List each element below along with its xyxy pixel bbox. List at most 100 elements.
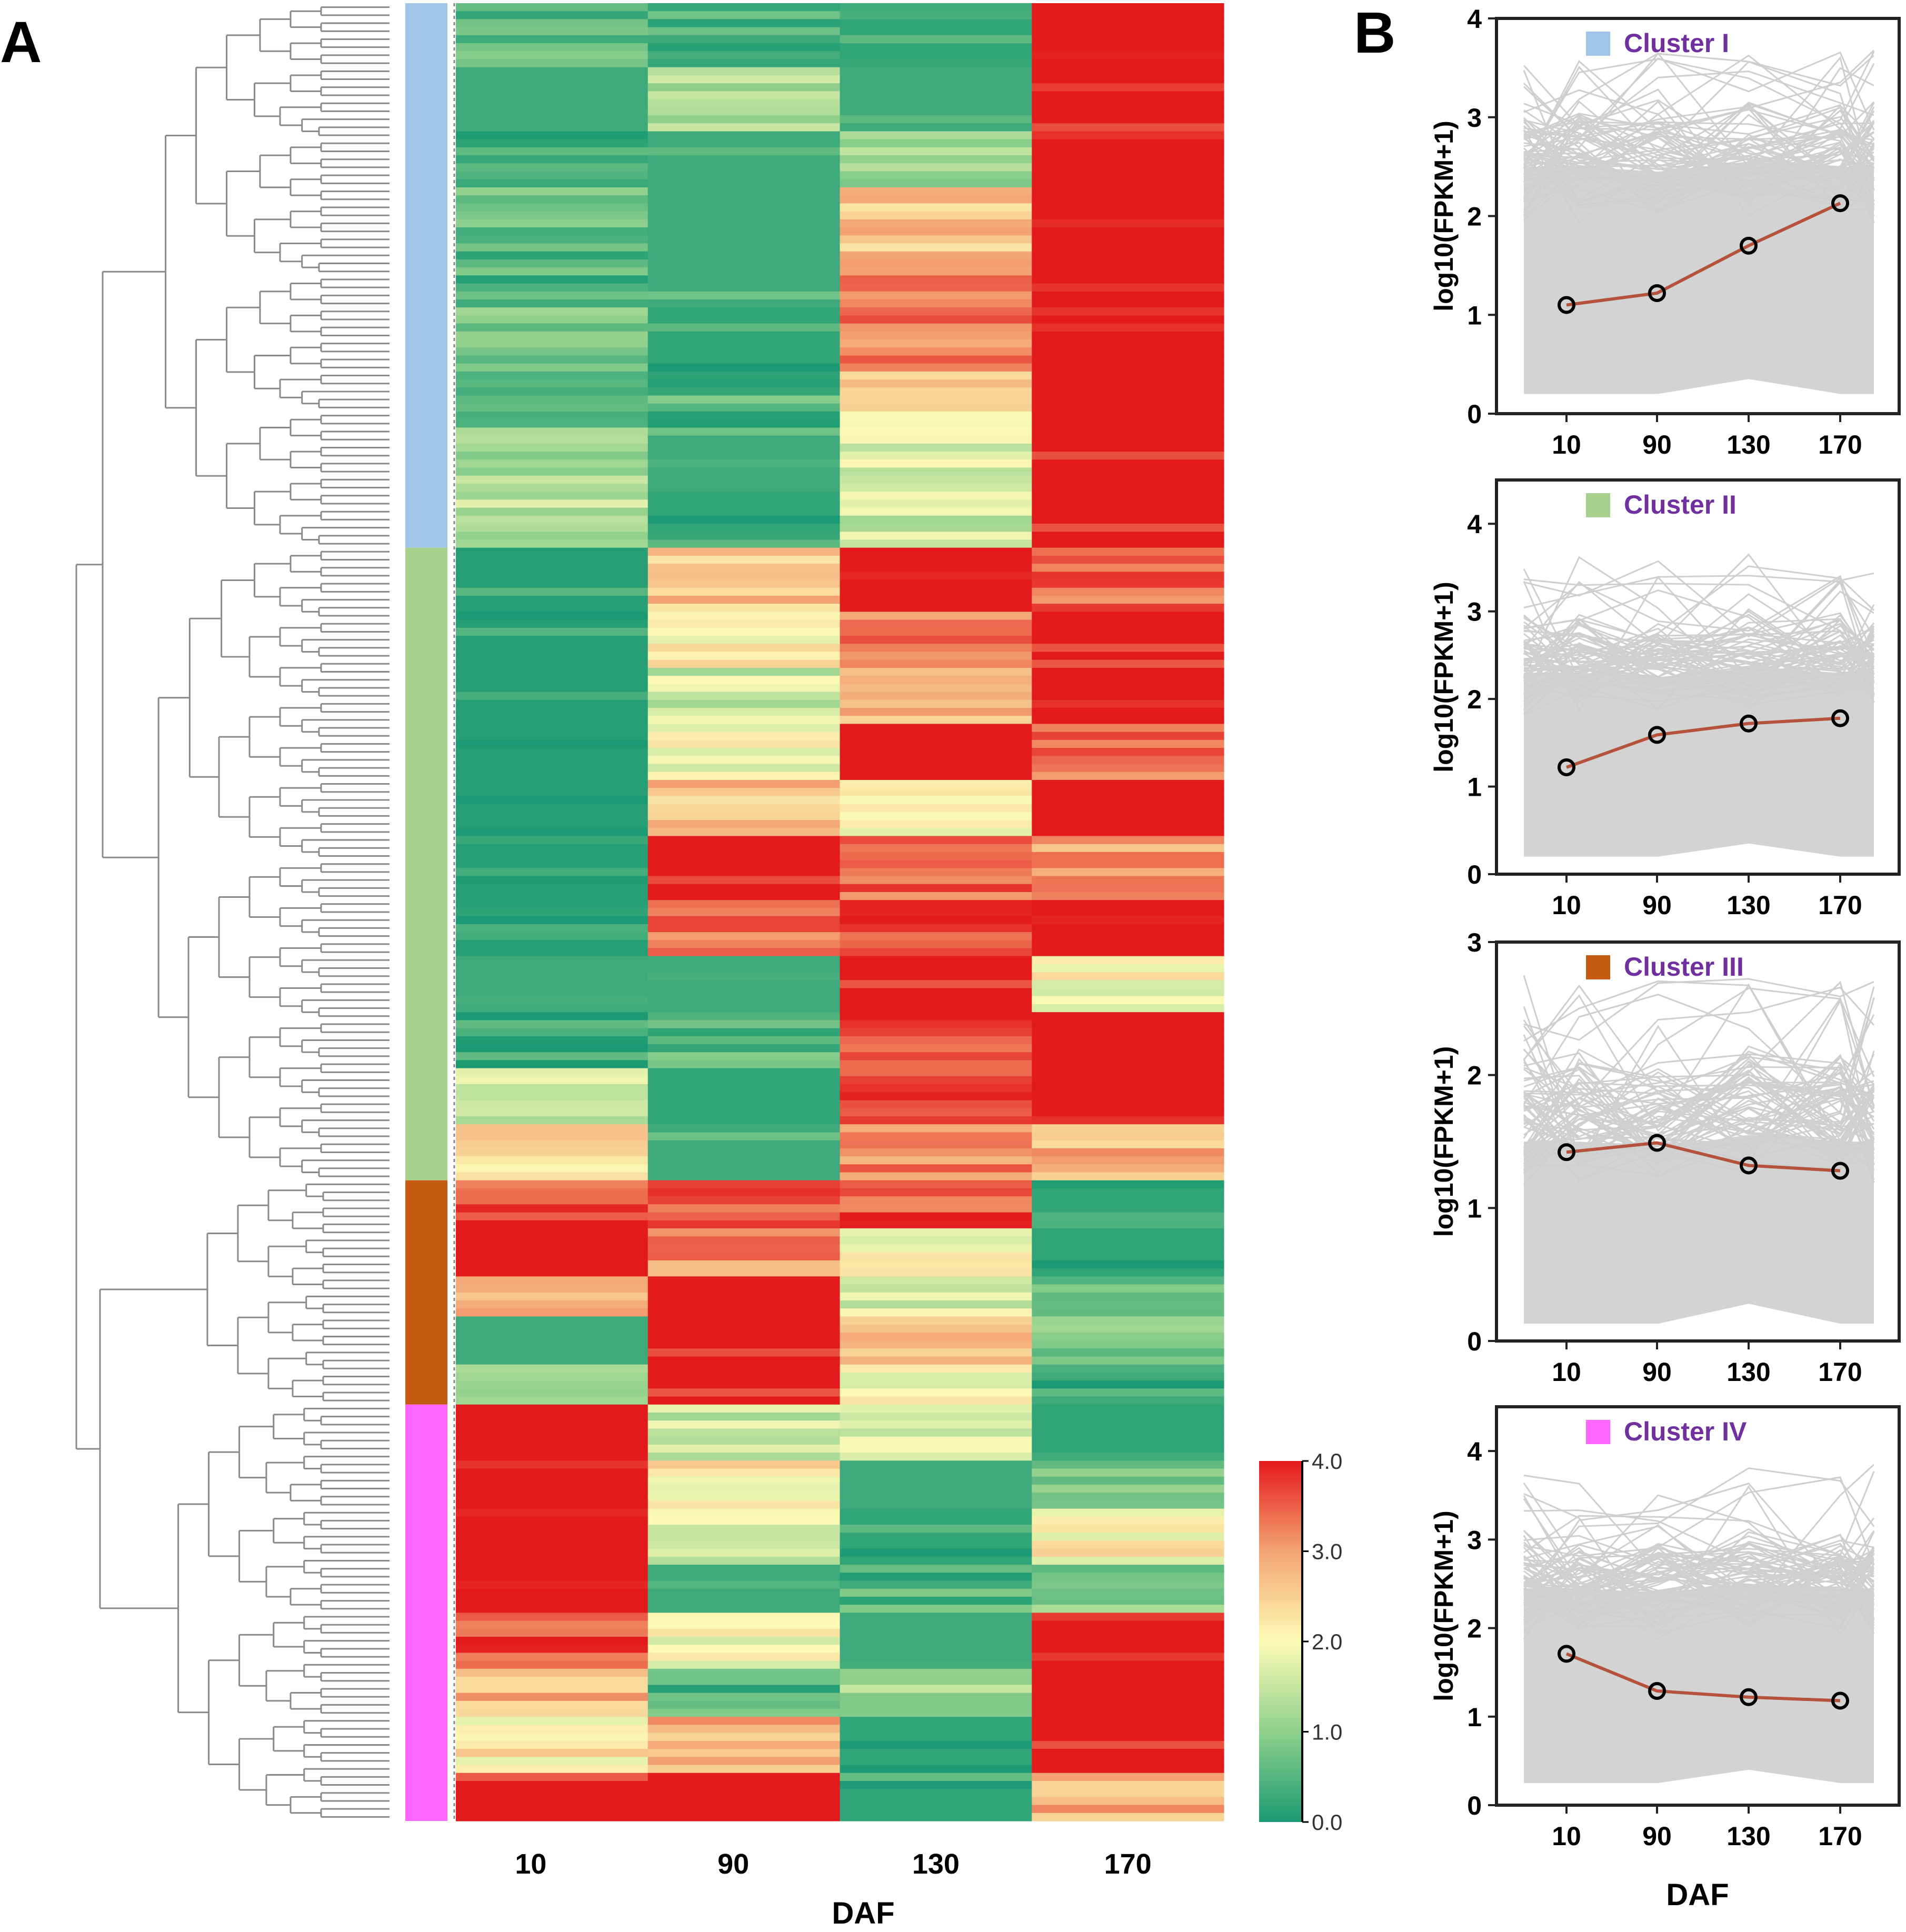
heatmap-cell: [840, 1757, 1032, 1766]
heatmap-cell: [840, 627, 1032, 636]
heatmap-cell: [1032, 1605, 1224, 1613]
heatmap-cell: [840, 612, 1032, 620]
heatmap-cell: [647, 331, 841, 340]
heatmap-cell: [456, 1580, 648, 1589]
heatmap-cell: [840, 779, 1032, 788]
heatmap-cell: [840, 1148, 1032, 1157]
heatmap-cell: [840, 235, 1032, 244]
heatmap-cell: [1032, 1645, 1224, 1654]
heatmap-cell: [647, 131, 841, 140]
heatmap-cell: [840, 1685, 1032, 1694]
heatmap-cell: [647, 1757, 841, 1766]
profile-background-line: [1523, 121, 1875, 202]
heatmap-cell: [647, 99, 841, 108]
heatmap-cell: [1032, 1276, 1224, 1285]
heatmap-cell: [647, 724, 841, 733]
heatmap-cell: [1032, 235, 1224, 244]
heatmap-cell: [647, 1340, 841, 1349]
heatmap-cell: [840, 163, 1032, 172]
heatmap-cell: [840, 772, 1032, 780]
heatmap-cell: [456, 315, 648, 324]
heatmap-cell: [647, 1300, 841, 1309]
heatmap-cell: [1032, 27, 1224, 36]
heatmap-cell: [647, 1733, 841, 1741]
heatmap-cell: [647, 107, 841, 116]
heatmap-cell: [647, 956, 841, 965]
x-tick-label: 130: [1727, 1821, 1770, 1851]
heatmap-cell: [1032, 724, 1224, 733]
heatmap-cell: [647, 1404, 841, 1413]
heatmap-cell: [840, 587, 1032, 596]
profile-background-line: [1523, 124, 1874, 198]
heatmap-cell: [456, 275, 648, 284]
heatmap-cell: [1032, 1156, 1224, 1165]
heatmap-cell: [456, 1404, 648, 1413]
heatmap-cell: [647, 908, 841, 917]
heatmap-cell: [647, 1212, 841, 1221]
heatmap-cell: [647, 299, 841, 308]
heatmap-cell: [840, 644, 1032, 653]
heatmap-cell: [647, 163, 841, 172]
heatmap-cell: [456, 1765, 648, 1774]
heatmap-cell: [840, 572, 1032, 580]
heatmap-cell: [647, 1044, 841, 1053]
heatmap-cell: [647, 996, 841, 1005]
heatmap-cell: [840, 299, 1032, 308]
heatmap-cell: [456, 1156, 648, 1165]
heatmap-cell: [1032, 11, 1224, 20]
heatmap-cell: [1032, 435, 1224, 444]
heatmap-cell: [647, 932, 841, 940]
heatmap-cell: [1032, 1348, 1224, 1357]
heatmap-cell: [840, 323, 1032, 332]
heatmap-cell: [647, 564, 841, 572]
heatmap-cell: [1032, 403, 1224, 412]
heatmap-cell: [456, 1196, 648, 1205]
heatmap-cell: [1032, 1404, 1224, 1413]
heatmap-cell: [456, 163, 648, 172]
heatmap-cell: [456, 131, 648, 140]
heatmap-cell: [840, 331, 1032, 340]
profile-panel-1: 0 1 2 3 4 10 90 130 170 log10(FPKM+1) Cluster I: [1429, 4, 1901, 459]
heatmap-cell: [840, 1813, 1032, 1821]
heatmap-cell: [647, 1364, 841, 1373]
profile-background-line: [1523, 626, 1874, 672]
heatmap-cell: [647, 1436, 841, 1445]
profile-background-line: [1523, 1569, 1874, 1625]
profile-background-line: [1523, 106, 1875, 210]
heatmap-cell: [1032, 371, 1224, 380]
heatmap-cell: [647, 1356, 841, 1365]
legend-swatch: [1586, 493, 1610, 517]
heatmap-cell: [647, 876, 841, 885]
mean-profile-point: [1740, 1688, 1758, 1706]
heatmap-cell: [840, 1068, 1032, 1077]
cluster-color-bars: [405, 3, 447, 1821]
heatmap-cell: [647, 604, 841, 613]
heatmap-cell: [456, 1100, 648, 1109]
profile-background-line: [1523, 665, 1874, 715]
x-tick-label: 10: [1552, 1357, 1581, 1387]
mean-profile-point: [1648, 284, 1666, 302]
profile-background-line: [1523, 660, 1874, 700]
heatmap-cell: [456, 828, 648, 837]
dendrogram: [75, 6, 390, 1818]
profile-background-band: [1524, 1135, 1874, 1324]
y-axis-title: log10(FPKM+1): [1429, 1046, 1459, 1237]
heatmap-cell: [456, 1493, 648, 1501]
heatmap-cell: [840, 515, 1032, 524]
mean-profile-line: [1566, 1141, 1841, 1173]
heatmap-cell: [647, 1004, 841, 1013]
heatmap-cell: [647, 707, 841, 716]
heatmap-cell: [647, 187, 841, 196]
heatmap-cell: [1032, 83, 1224, 92]
heatmap-cell: [456, 948, 648, 957]
heatmap-cell: [456, 1036, 648, 1045]
mean-profile-point: [1648, 726, 1666, 744]
heatmap-cell: [840, 667, 1032, 676]
heatmap-cell: [1032, 1468, 1224, 1477]
heatmap-cell: [1032, 836, 1224, 845]
heatmap-cell: [840, 1740, 1032, 1749]
heatmap-cell: [840, 796, 1032, 805]
heatmap-cell: [456, 27, 648, 36]
heatmap-cell: [1032, 1700, 1224, 1709]
heatmap-cell: [647, 1533, 841, 1541]
